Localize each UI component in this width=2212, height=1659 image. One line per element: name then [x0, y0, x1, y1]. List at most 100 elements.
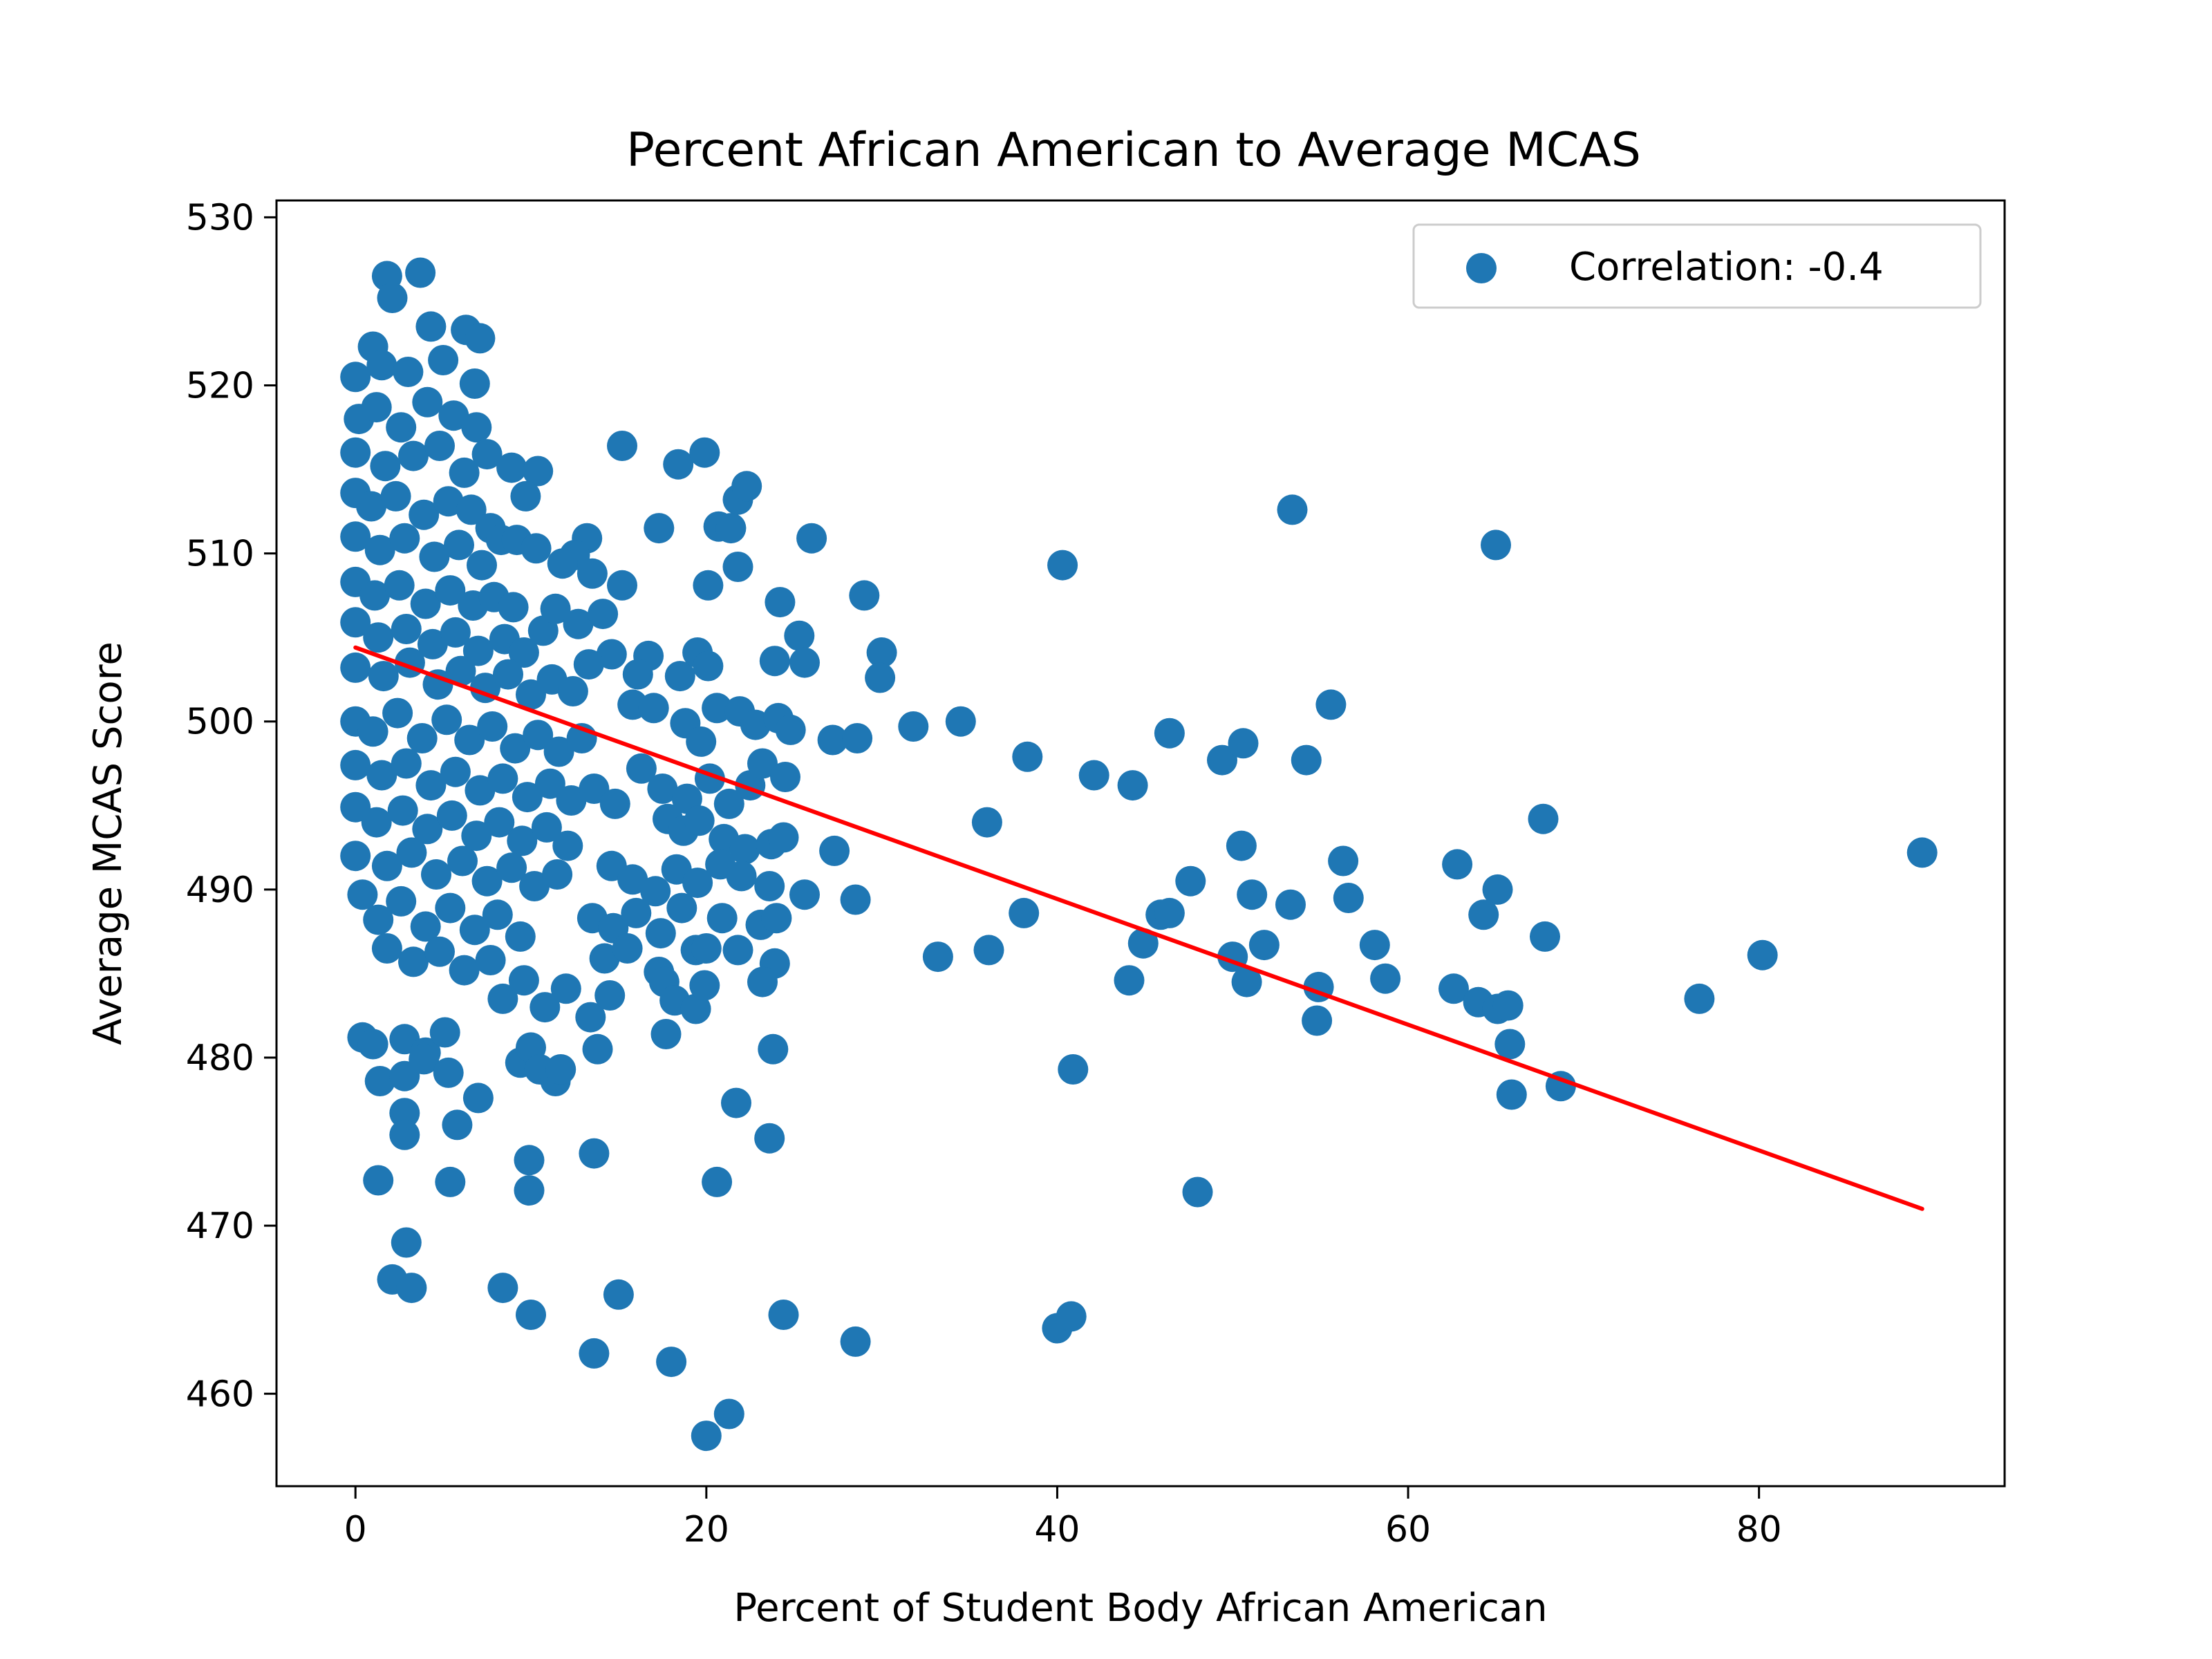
data-point	[784, 620, 815, 651]
data-point	[840, 1326, 871, 1357]
data-point	[363, 904, 394, 935]
data-point	[1530, 921, 1560, 952]
data-point	[340, 652, 371, 683]
data-point	[545, 1054, 577, 1085]
data-point	[1058, 1054, 1089, 1085]
data-point	[1078, 760, 1109, 791]
data-point	[415, 770, 447, 801]
chart-title: Percent African American to Average MCAS	[626, 123, 1641, 178]
data-point	[747, 966, 778, 997]
data-point	[650, 1019, 682, 1049]
data-point	[1175, 865, 1206, 897]
data-point	[664, 661, 695, 692]
data-point	[1496, 1079, 1527, 1110]
data-point	[770, 762, 800, 792]
data-point	[454, 724, 485, 756]
data-point	[599, 788, 630, 819]
data-point	[1231, 966, 1262, 997]
x-axis-label: Percent of Student Body African American	[733, 1586, 1547, 1631]
data-point	[1154, 718, 1185, 749]
y-tick-label: 530	[186, 197, 254, 238]
data-point	[1277, 494, 1308, 525]
data-point	[579, 774, 610, 804]
data-point	[589, 943, 620, 974]
data-point	[368, 661, 399, 692]
data-point	[447, 845, 478, 877]
data-point	[456, 494, 487, 525]
data-point	[484, 807, 515, 838]
data-point	[357, 1029, 388, 1060]
data-point	[340, 521, 371, 552]
data-point	[487, 983, 518, 1014]
data-point	[380, 480, 411, 512]
data-point	[340, 791, 371, 823]
data-point	[1207, 744, 1237, 776]
data-point	[465, 775, 496, 806]
data-point	[417, 628, 448, 659]
data-point	[496, 852, 527, 883]
data-point	[1237, 879, 1268, 910]
data-point	[487, 763, 518, 794]
data-point	[1226, 830, 1257, 861]
data-point	[519, 871, 550, 901]
data-point	[507, 825, 538, 856]
y-tick-label: 490	[186, 870, 254, 911]
data-point	[729, 834, 760, 865]
data-point	[1315, 689, 1347, 720]
data-point	[442, 1109, 473, 1141]
data-point	[1494, 1029, 1526, 1060]
y-tick-label: 460	[186, 1374, 254, 1415]
data-point	[396, 837, 427, 868]
data-point	[819, 835, 850, 866]
data-point	[449, 457, 480, 488]
data-point	[684, 805, 715, 836]
data-point	[1482, 874, 1513, 905]
data-point	[364, 1066, 395, 1096]
legend-label: Correlation: -0.4	[1569, 245, 1884, 290]
data-point	[366, 350, 397, 381]
data-point	[706, 903, 738, 934]
plot-frame	[275, 199, 2006, 1488]
data-point	[973, 935, 1004, 966]
legend-box	[1412, 223, 1982, 309]
data-point	[543, 736, 574, 767]
data-point	[359, 580, 391, 611]
data-point	[384, 570, 415, 601]
x-tick-label: 0	[344, 1509, 367, 1550]
data-point	[449, 955, 480, 986]
data-point	[529, 992, 561, 1023]
data-point	[357, 716, 388, 747]
data-point	[508, 965, 539, 996]
data-point	[393, 357, 424, 387]
data-point	[410, 588, 441, 619]
legend: Correlation: -0.4	[1412, 223, 1982, 309]
data-point	[702, 1166, 733, 1197]
data-point	[521, 533, 552, 564]
data-point	[644, 513, 675, 544]
data-point	[412, 386, 443, 418]
data-point	[459, 368, 490, 399]
data-point	[945, 706, 976, 737]
data-point	[424, 936, 455, 967]
data-point	[340, 362, 371, 393]
data-point	[340, 607, 371, 638]
data-point	[761, 903, 792, 934]
data-point	[715, 513, 747, 544]
data-point	[689, 437, 720, 468]
data-point	[691, 1421, 722, 1452]
data-point	[361, 392, 392, 423]
data-point	[607, 431, 637, 461]
x-tick-label: 40	[1034, 1509, 1080, 1550]
data-point	[647, 774, 678, 804]
data-point	[433, 486, 464, 517]
data-point	[512, 782, 543, 813]
data-point	[922, 941, 953, 973]
data-point	[1438, 973, 1469, 1004]
data-point	[621, 897, 652, 928]
y-tick-label: 480	[186, 1038, 254, 1079]
data-point	[713, 788, 744, 819]
y-tick-label: 500	[186, 702, 254, 743]
data-point	[398, 946, 429, 977]
data-point	[556, 785, 587, 816]
